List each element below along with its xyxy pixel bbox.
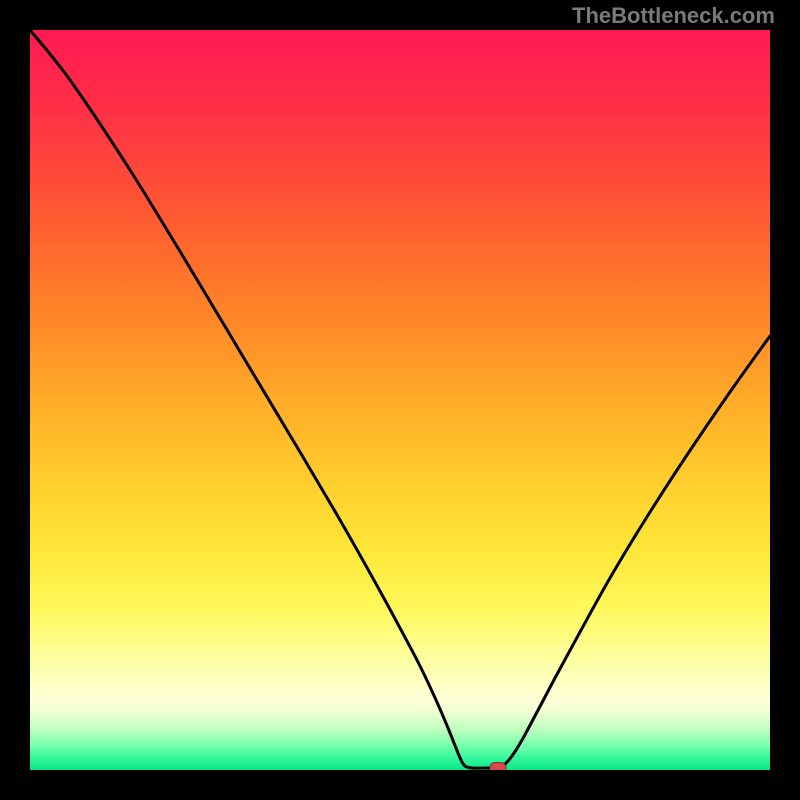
frame-right [770,0,800,800]
frame-left [0,0,30,800]
frame-bottom [0,770,800,800]
gradient-background [30,30,770,770]
bottleneck-chart [0,0,800,800]
watermark-text: TheBottleneck.com [572,3,775,29]
